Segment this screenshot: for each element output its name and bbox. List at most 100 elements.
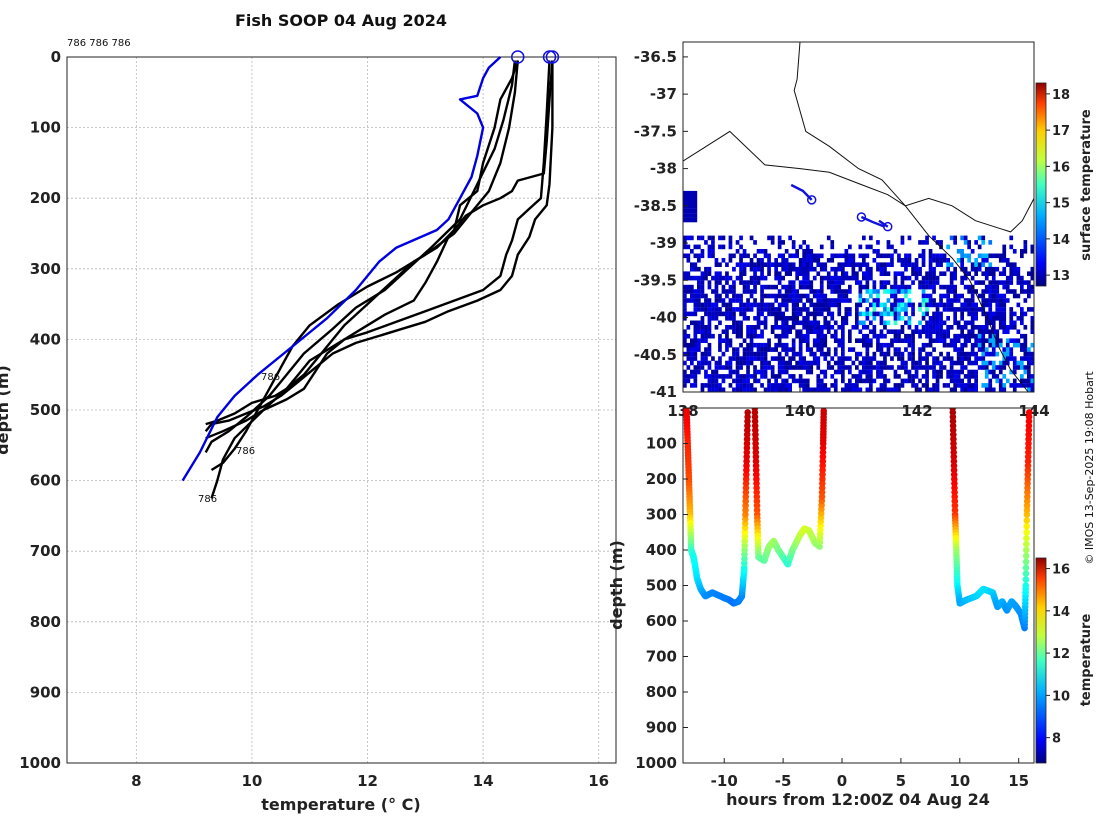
sst-cell — [1009, 275, 1014, 281]
sst-cell — [897, 302, 901, 308]
sst-cell — [890, 253, 894, 259]
sst-cell — [855, 262, 859, 267]
sst-cell — [1030, 329, 1034, 334]
sst-cell — [998, 369, 1003, 375]
sst-cell — [683, 311, 687, 317]
sst-cell — [939, 302, 943, 308]
sst-cell — [974, 333, 978, 339]
sst-cell — [960, 356, 964, 361]
sst-cell — [862, 378, 866, 384]
depth-time-point — [1023, 529, 1030, 536]
sst-cell — [981, 351, 986, 357]
sst-cell — [805, 284, 810, 290]
sst-cell — [960, 365, 964, 370]
sst-cell — [774, 333, 778, 339]
sst-cell — [844, 258, 849, 263]
sst-cell — [826, 311, 831, 317]
sst-cell — [890, 284, 894, 290]
sst-cell — [798, 284, 803, 290]
sst-cell — [833, 329, 838, 334]
sst-cell — [907, 316, 912, 321]
sst-cell — [995, 392, 999, 397]
sst-cell — [700, 338, 705, 343]
sst-cell — [953, 289, 957, 294]
sst-cell — [967, 338, 971, 343]
sst-cell — [991, 333, 996, 339]
sst-cell — [865, 289, 870, 294]
sst-cell — [907, 258, 912, 263]
sst-cell — [805, 383, 810, 388]
sst-cell — [848, 347, 852, 352]
sst-cell — [823, 333, 828, 339]
sst-cell — [777, 302, 782, 308]
sst-cell — [1020, 356, 1024, 361]
sst-cell — [900, 240, 905, 245]
sst-cell — [914, 258, 919, 263]
sst-cell — [869, 365, 873, 370]
sst-cell — [1005, 356, 1010, 361]
sst-cell — [732, 392, 736, 397]
profile-line — [210, 60, 519, 499]
depth-time-ytick-label: 1000 — [635, 754, 677, 772]
sst-cell — [862, 369, 866, 375]
sst-cell — [1016, 302, 1021, 308]
sst-cell — [988, 360, 993, 366]
sst-cell — [939, 325, 943, 330]
sst-cell — [890, 307, 894, 312]
sst-cell — [879, 316, 884, 321]
sst-cell — [929, 392, 933, 397]
sst-cell — [953, 374, 957, 379]
sst-cell — [683, 284, 687, 290]
sst-cell — [837, 338, 842, 343]
sst-cell — [704, 311, 708, 317]
sst-cell — [858, 289, 863, 294]
sst-cell — [911, 374, 915, 379]
sst-cell — [893, 307, 898, 312]
sst-cell — [862, 338, 866, 343]
sst-cell — [809, 258, 814, 263]
sst-cell — [886, 351, 891, 357]
sst-cell — [721, 365, 726, 370]
sst-cell — [1016, 271, 1021, 276]
sst-cell — [883, 311, 887, 317]
sst-cell — [823, 356, 828, 361]
sst-cell — [995, 284, 1000, 290]
sst-cell — [826, 298, 831, 303]
sst-cell — [763, 293, 768, 299]
sst-cell — [869, 293, 873, 299]
sst-cell — [865, 356, 870, 361]
sst-cell — [970, 325, 975, 330]
sst-cell — [690, 347, 694, 352]
sst-cell — [1023, 351, 1028, 357]
sst-cell — [690, 190, 694, 196]
sst-cell — [1027, 289, 1031, 294]
sst-cell — [802, 240, 806, 245]
sst-cell — [816, 271, 821, 276]
sst-cell — [774, 311, 778, 317]
sst-cell — [956, 351, 961, 357]
profile-label: 786 — [198, 494, 217, 505]
sst-cell — [791, 311, 796, 317]
sst-cell — [753, 289, 757, 294]
sst-cell — [812, 320, 817, 326]
sst-cell — [732, 289, 736, 294]
sst-cell — [693, 293, 698, 299]
sst-cell — [921, 383, 926, 388]
sst-cell — [928, 365, 933, 370]
sst-cell — [953, 293, 957, 299]
sst-cell — [925, 351, 929, 357]
sst-cell — [770, 235, 775, 241]
sst-cell — [974, 374, 978, 379]
sst-cell — [711, 392, 715, 397]
sst-cell — [995, 293, 1000, 299]
sst-cell — [995, 289, 1000, 294]
sst-cell — [848, 275, 852, 281]
sst-cell — [749, 293, 754, 299]
sst-cell — [767, 302, 771, 308]
sst-cell — [749, 302, 754, 308]
sst-cell — [974, 262, 978, 267]
sst-cell — [953, 240, 957, 245]
temperature-colorbar — [1035, 557, 1047, 764]
sst-cell — [697, 253, 701, 259]
sst-cell — [977, 235, 982, 241]
